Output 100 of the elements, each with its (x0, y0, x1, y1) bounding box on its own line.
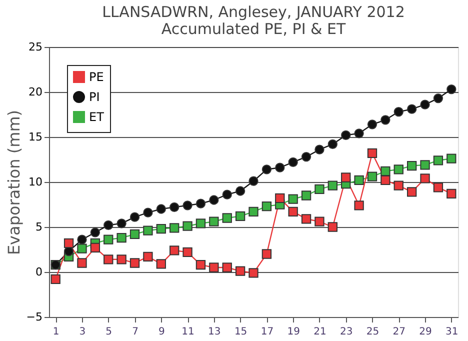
point (143, 226, 153, 236)
point (209, 195, 219, 205)
point (394, 180, 404, 190)
point (116, 232, 126, 243)
point (301, 190, 312, 200)
x-tick-label: 9 (158, 326, 165, 338)
point (446, 84, 456, 94)
x-tick-label: 27 (392, 326, 406, 338)
legend-label: ET (89, 110, 105, 124)
point (116, 218, 126, 228)
x-tick-label: 21 (314, 326, 326, 338)
point (380, 166, 390, 176)
point (288, 194, 298, 204)
point (394, 106, 404, 117)
point (104, 254, 114, 264)
point (222, 190, 232, 200)
point (77, 234, 87, 244)
point (156, 204, 166, 214)
point (406, 104, 417, 114)
point (301, 214, 312, 224)
chart-title: LLANSADWRN, Anglesey, JANUARY 2012 (102, 3, 405, 21)
x-tick-label: 25 (366, 326, 380, 338)
legend-label: PI (89, 90, 100, 104)
point (209, 262, 219, 272)
point (301, 152, 312, 162)
x-tick-label: 5 (106, 326, 112, 338)
x-tick-label: 29 (419, 326, 432, 338)
chart-subtitle: Accumulated PE, PI & ET (161, 20, 346, 38)
x-tick-label: 11 (182, 326, 194, 338)
point (406, 160, 417, 171)
point (328, 222, 338, 232)
point (394, 164, 404, 174)
point (130, 258, 140, 268)
point (433, 182, 444, 192)
point (446, 154, 456, 164)
point (77, 244, 87, 254)
point (222, 262, 232, 272)
point (90, 242, 100, 253)
y-tick-label: 5 (36, 220, 42, 234)
point (182, 247, 192, 258)
point (248, 176, 258, 186)
x-tick-label: 17 (260, 326, 274, 338)
point (116, 254, 126, 264)
point (341, 172, 351, 182)
x-tick-label: 3 (79, 326, 86, 338)
point (420, 100, 430, 110)
point (156, 259, 166, 269)
point (170, 246, 180, 256)
point (406, 187, 417, 197)
x-tick-label: 19 (287, 326, 300, 338)
point (420, 174, 430, 184)
point (275, 162, 285, 172)
point (354, 128, 364, 138)
point (196, 260, 206, 270)
point (288, 157, 298, 168)
point (354, 200, 364, 210)
y-tick-label: 10 (28, 176, 42, 188)
x-tick-label: 31 (446, 326, 458, 338)
point (235, 266, 246, 276)
point (196, 218, 206, 228)
y-tick-label: 20 (28, 86, 42, 98)
point (170, 202, 180, 212)
point (433, 156, 444, 166)
y-axis-title: Evaporation (mm) (4, 110, 24, 256)
point (262, 164, 272, 174)
point (156, 224, 166, 234)
point (182, 200, 192, 210)
point (248, 268, 258, 278)
point (367, 148, 378, 158)
point (328, 139, 338, 150)
y-tick-label: 0 (36, 266, 42, 278)
point (77, 258, 87, 268)
point (380, 115, 390, 125)
x-tick-label: 15 (234, 326, 248, 338)
y-tick-label: 15 (28, 130, 42, 144)
legend-label: PE (89, 70, 104, 84)
x-tick-label: 13 (208, 326, 221, 338)
point (341, 130, 351, 140)
point (104, 234, 114, 244)
point (235, 211, 246, 222)
point (182, 221, 192, 231)
point (314, 184, 324, 194)
point (64, 238, 74, 248)
point (209, 216, 219, 226)
point (314, 216, 324, 226)
point (354, 175, 364, 186)
point (222, 213, 232, 223)
point (104, 220, 114, 230)
x-tick-label: 23 (340, 326, 353, 338)
point (446, 188, 456, 199)
x-tick-label: 7 (132, 326, 138, 338)
point (367, 120, 378, 130)
point (235, 186, 246, 196)
point (143, 252, 153, 262)
point (130, 212, 140, 222)
point (420, 160, 430, 170)
point (262, 201, 272, 212)
point (170, 223, 180, 233)
y-tick-label: −5 (26, 310, 42, 324)
x-tick-label: 1 (52, 326, 60, 338)
